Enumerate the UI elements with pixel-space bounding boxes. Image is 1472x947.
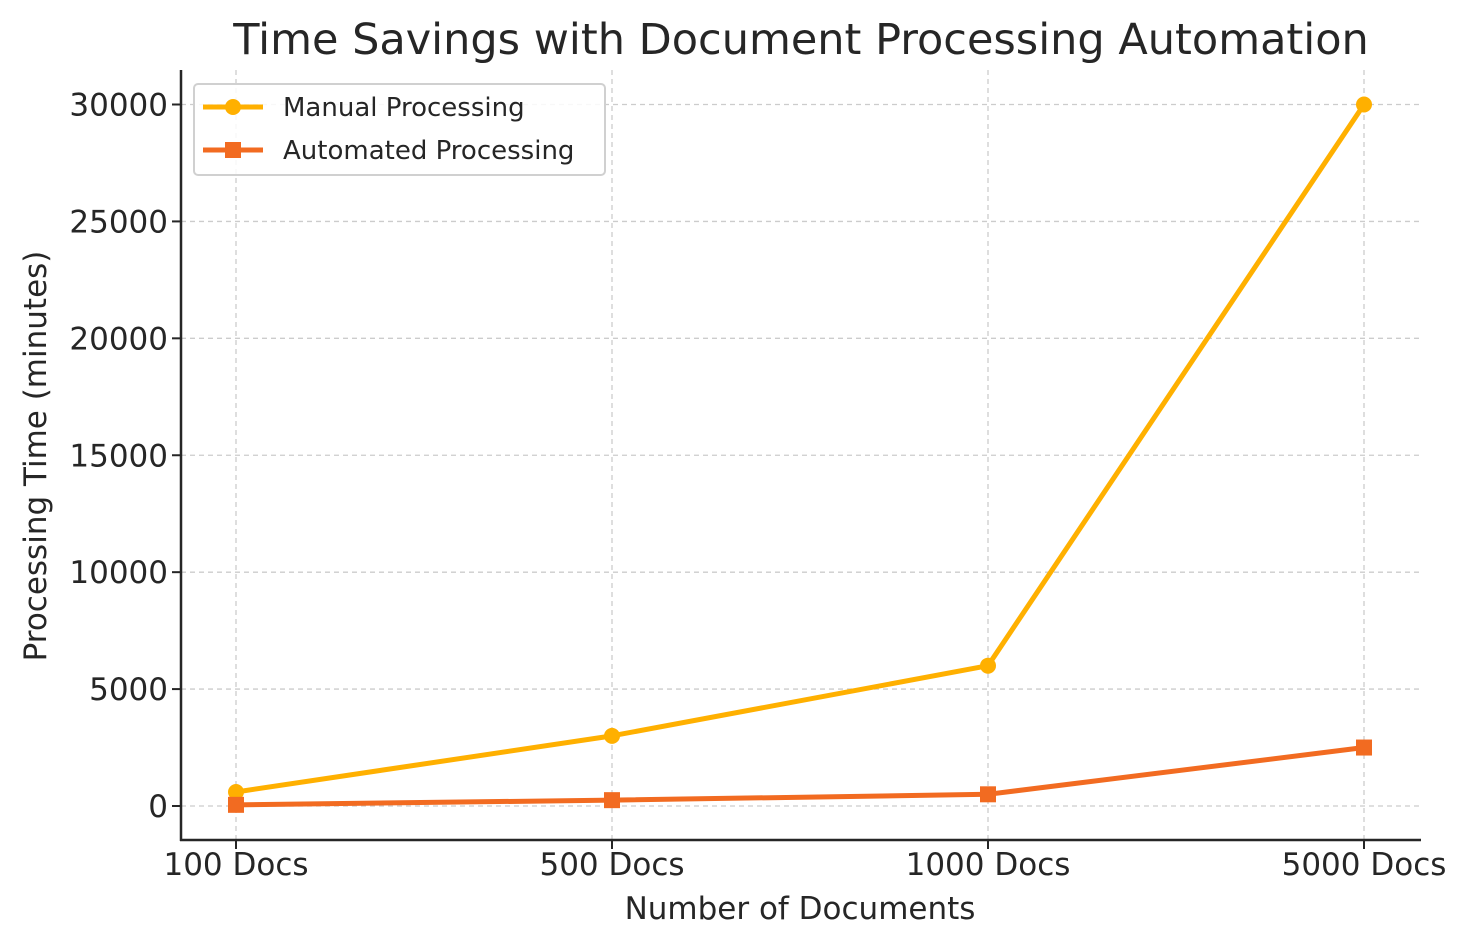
- series-lines: [228, 96, 1372, 813]
- manual-processing-series: [228, 96, 1372, 800]
- automated-processing-series: [228, 739, 1372, 813]
- y-tick-label: 20000: [69, 321, 168, 357]
- data-point-circle: [604, 727, 620, 744]
- y-tick-label: 30000: [69, 88, 168, 124]
- y-axis-ticks: 0 5000 10000 15000 20000 25000 30000: [69, 88, 181, 825]
- square-marker-icon: [225, 142, 241, 158]
- x-tick-label: 1000 Docs: [906, 847, 1071, 883]
- data-point-circle: [228, 783, 244, 800]
- x-axis-label: Number of Documents: [625, 891, 976, 927]
- y-tick-label: 10000: [69, 555, 168, 591]
- circle-marker-icon: [225, 99, 241, 115]
- legend-item: Manual Processing: [203, 93, 525, 123]
- data-point-circle: [1356, 96, 1372, 113]
- x-tick-label: 5000 Docs: [1282, 847, 1447, 883]
- legend-label: Manual Processing: [283, 93, 525, 123]
- x-tick-label: 500 Docs: [539, 847, 684, 883]
- data-point-square: [228, 796, 244, 813]
- data-point-circle: [980, 657, 996, 674]
- data-point-square: [980, 786, 996, 803]
- legend: Manual Processing Automated Processing: [193, 83, 606, 176]
- y-tick-label: 25000: [69, 204, 168, 240]
- data-point-square: [604, 792, 620, 809]
- chart-title: Time Savings with Document Processing Au…: [232, 15, 1369, 65]
- x-tick-label: 100 Docs: [163, 847, 308, 883]
- y-tick-label: 5000: [89, 672, 168, 708]
- data-point-square: [1356, 739, 1372, 756]
- legend-item: Automated Processing: [203, 136, 574, 166]
- y-tick-label: 15000: [69, 438, 168, 474]
- grid-lines: [181, 70, 1421, 840]
- y-axis-label: Processing Time (minutes): [18, 251, 54, 662]
- y-tick-label: 0: [148, 789, 168, 825]
- x-axis-ticks: 100 Docs 500 Docs 1000 Docs 5000 Docs: [163, 840, 1446, 883]
- legend-label: Automated Processing: [283, 136, 574, 166]
